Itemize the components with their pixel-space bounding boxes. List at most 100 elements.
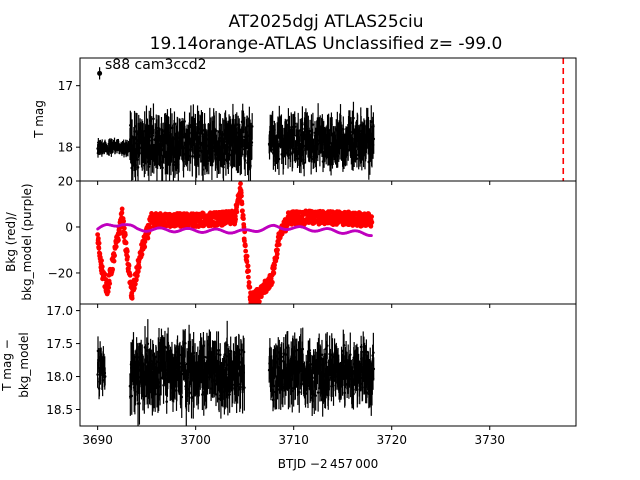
data-point xyxy=(314,394,317,397)
data-point xyxy=(189,149,192,152)
data-point xyxy=(302,161,306,165)
bkg-point xyxy=(239,193,244,199)
x-tick-label: 3690 xyxy=(82,433,113,447)
bkg-point xyxy=(129,295,135,301)
bkg-point xyxy=(99,258,104,263)
data-point xyxy=(250,141,254,144)
data-point xyxy=(136,166,140,169)
y-tick-label: 0 xyxy=(65,220,73,234)
bkg-point xyxy=(117,231,123,236)
data-point xyxy=(191,155,194,158)
bkg-point xyxy=(106,285,112,291)
bkg-point xyxy=(233,216,239,222)
bkg-point xyxy=(121,218,127,224)
bkg-point xyxy=(107,281,113,286)
data-point-outlier xyxy=(97,70,103,76)
data-point xyxy=(217,348,220,352)
bkg-point xyxy=(122,232,128,238)
data-point xyxy=(138,146,142,150)
data-point xyxy=(250,125,254,128)
data-point xyxy=(183,341,187,345)
data-point xyxy=(133,130,136,133)
ylabel-bottom-line2: bkg_model xyxy=(17,332,31,398)
bkg-point xyxy=(112,253,117,258)
data-point xyxy=(201,129,204,132)
bkg-point xyxy=(139,251,145,257)
data-point xyxy=(138,402,141,405)
bkg-point xyxy=(274,251,280,257)
bkg-point xyxy=(247,284,253,290)
data-point xyxy=(290,389,294,393)
bkg-point xyxy=(145,235,151,241)
bkg-point xyxy=(241,224,247,230)
data-point xyxy=(103,375,107,378)
bkg-point xyxy=(243,243,248,249)
data-point xyxy=(214,129,218,132)
xlabel: BTJD −2 457 000 xyxy=(278,457,378,471)
data-point xyxy=(301,347,305,351)
axes-frame-middle xyxy=(79,180,577,305)
data-point xyxy=(225,343,229,347)
data-point xyxy=(297,390,301,394)
data-point xyxy=(101,378,104,382)
bkg-point xyxy=(243,248,249,254)
data-point xyxy=(284,353,287,356)
data-point xyxy=(147,165,151,168)
bkg-point xyxy=(136,264,142,270)
y-tick-label: −20 xyxy=(48,266,73,280)
bkg-point xyxy=(95,232,101,238)
data-point xyxy=(306,384,310,388)
bkg-point xyxy=(246,280,252,285)
bkg-point xyxy=(110,266,115,272)
data-point xyxy=(239,385,242,389)
bkg-point xyxy=(245,263,251,269)
data-point xyxy=(126,150,130,153)
bkg-point xyxy=(256,299,262,304)
data-point xyxy=(296,157,299,160)
bkg-point xyxy=(134,273,140,279)
data-point xyxy=(315,155,318,159)
bkg-point xyxy=(244,253,250,259)
data-point xyxy=(272,384,276,388)
data-point xyxy=(183,363,187,367)
data-point xyxy=(172,163,175,167)
bkg-point xyxy=(269,279,275,285)
data-point xyxy=(122,142,125,146)
bkg-point xyxy=(116,237,121,243)
data-point xyxy=(330,384,333,388)
data-point xyxy=(355,157,359,160)
data-point xyxy=(372,351,375,354)
bkg-point xyxy=(96,245,102,251)
data-point xyxy=(165,400,169,403)
data-point xyxy=(228,393,231,396)
data-point xyxy=(188,125,191,129)
data-point xyxy=(342,127,345,131)
plot-area-bottom xyxy=(96,319,376,426)
data-point xyxy=(242,350,246,354)
plot-area-top xyxy=(96,67,376,181)
data-point xyxy=(293,125,297,128)
bkg-point xyxy=(133,277,139,283)
bkg-point xyxy=(127,272,133,278)
bkg-point xyxy=(96,240,102,246)
bkg-point xyxy=(242,238,247,244)
bkg-point xyxy=(124,248,130,254)
data-point xyxy=(161,166,164,170)
data-point xyxy=(316,391,320,394)
data-point xyxy=(325,344,329,347)
data-point xyxy=(277,157,281,161)
data-point xyxy=(180,395,184,399)
data-point xyxy=(180,372,184,376)
data-point xyxy=(302,144,306,148)
bkg-point xyxy=(239,201,245,207)
data-point xyxy=(301,123,304,126)
data-point xyxy=(203,355,207,359)
bkg-point xyxy=(272,262,277,268)
bkg-point xyxy=(369,214,375,220)
x-tick-label: 3710 xyxy=(278,433,309,447)
data-point xyxy=(288,125,291,129)
ylabel-middle-line2: bkg_model (purple) xyxy=(20,183,34,300)
bkg-point xyxy=(241,216,246,222)
data-point xyxy=(236,367,240,371)
